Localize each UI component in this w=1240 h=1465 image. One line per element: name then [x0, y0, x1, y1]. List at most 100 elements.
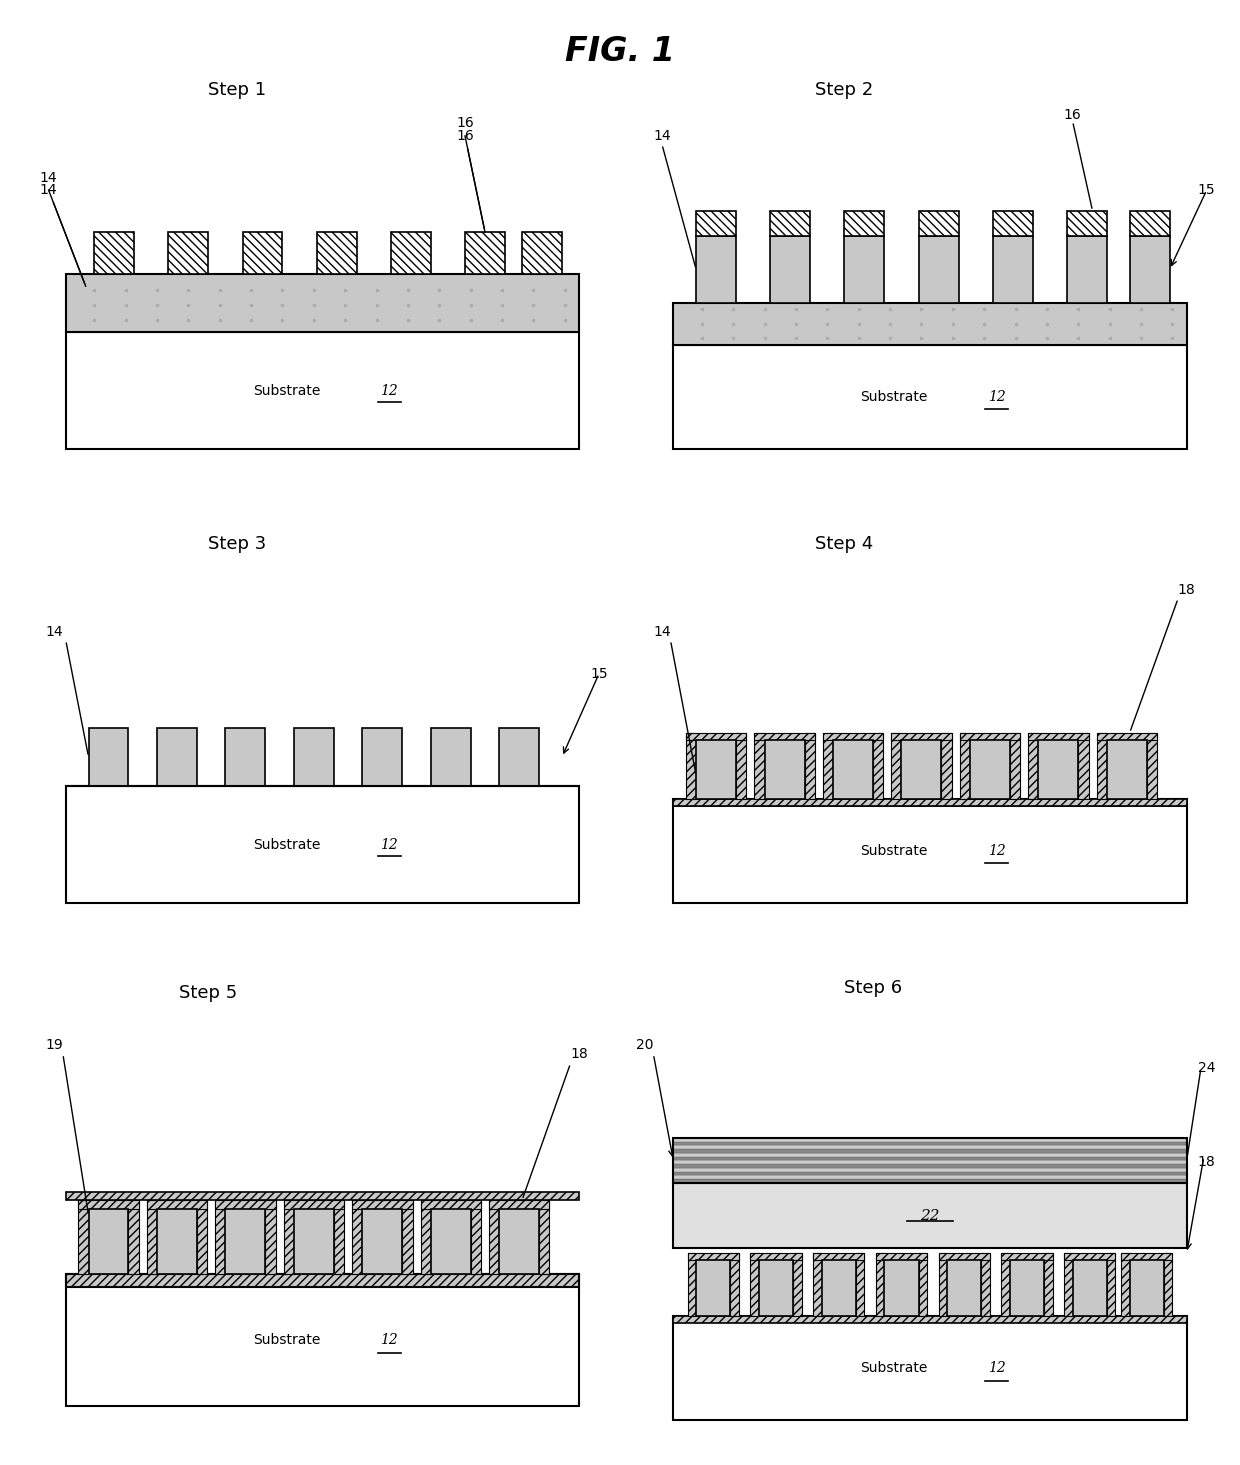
- Bar: [673, 1179, 1187, 1182]
- Bar: [146, 1200, 207, 1209]
- Bar: [146, 1200, 157, 1275]
- Bar: [823, 732, 883, 740]
- Bar: [993, 236, 1033, 303]
- Bar: [919, 1253, 928, 1317]
- Text: 14: 14: [40, 170, 57, 185]
- Bar: [1121, 1253, 1173, 1260]
- Bar: [471, 1200, 481, 1275]
- Text: 16: 16: [1064, 108, 1081, 122]
- Bar: [284, 1200, 294, 1275]
- Text: Step 6: Step 6: [844, 979, 901, 998]
- Bar: [1002, 1253, 1053, 1260]
- Text: 12: 12: [988, 1361, 1006, 1376]
- Bar: [391, 231, 430, 274]
- Bar: [522, 231, 562, 274]
- Bar: [919, 236, 959, 303]
- Text: 20: 20: [636, 1037, 653, 1052]
- Text: Substrate: Substrate: [861, 390, 928, 404]
- Bar: [465, 231, 505, 274]
- Bar: [169, 231, 208, 274]
- Text: Step 5: Step 5: [180, 984, 237, 1002]
- Bar: [362, 1209, 402, 1275]
- Bar: [489, 1200, 549, 1209]
- Bar: [129, 1200, 139, 1275]
- Bar: [686, 732, 696, 798]
- Bar: [673, 1149, 1187, 1153]
- Bar: [856, 1253, 864, 1317]
- Text: 18: 18: [1178, 583, 1195, 598]
- Bar: [673, 1153, 1187, 1156]
- Text: 12: 12: [381, 1333, 398, 1346]
- Bar: [939, 1253, 947, 1317]
- Bar: [673, 1146, 1187, 1149]
- Bar: [947, 1260, 981, 1317]
- Text: 12: 12: [381, 384, 398, 397]
- Bar: [673, 1317, 1187, 1323]
- Bar: [754, 732, 815, 740]
- Bar: [226, 728, 265, 787]
- Bar: [673, 1175, 1187, 1179]
- Bar: [1064, 1253, 1116, 1260]
- Text: 12: 12: [988, 844, 1006, 858]
- Bar: [352, 1200, 362, 1275]
- Text: 12: 12: [381, 838, 398, 851]
- Bar: [673, 303, 1187, 344]
- Bar: [66, 1275, 579, 1286]
- Bar: [66, 1275, 579, 1405]
- Bar: [673, 798, 1187, 902]
- Bar: [750, 1253, 759, 1317]
- Bar: [66, 787, 579, 902]
- Bar: [1073, 1260, 1107, 1317]
- Bar: [1064, 1253, 1073, 1317]
- Text: 14: 14: [46, 624, 63, 639]
- Bar: [901, 740, 941, 798]
- Bar: [892, 732, 951, 740]
- Bar: [770, 211, 810, 236]
- Bar: [1130, 211, 1169, 236]
- Bar: [730, 1253, 739, 1317]
- Bar: [500, 1209, 539, 1275]
- Bar: [334, 1200, 343, 1275]
- Bar: [430, 1209, 471, 1275]
- Bar: [759, 1260, 794, 1317]
- Bar: [157, 1209, 197, 1275]
- Bar: [737, 732, 746, 798]
- Text: 24: 24: [1198, 1061, 1215, 1075]
- Bar: [197, 1200, 207, 1275]
- Text: FIG. 1: FIG. 1: [565, 35, 675, 67]
- Bar: [673, 1182, 1187, 1248]
- Text: Step 1: Step 1: [208, 81, 265, 100]
- Bar: [993, 211, 1033, 236]
- Bar: [1130, 1260, 1164, 1317]
- Bar: [294, 1209, 334, 1275]
- Text: 14: 14: [653, 624, 671, 639]
- Bar: [875, 1253, 884, 1317]
- Bar: [1009, 1260, 1044, 1317]
- Text: 14: 14: [40, 183, 84, 284]
- Bar: [844, 236, 884, 303]
- Bar: [696, 740, 737, 798]
- Bar: [696, 211, 737, 236]
- Bar: [157, 728, 197, 787]
- Bar: [1121, 1253, 1130, 1317]
- Bar: [960, 732, 1021, 740]
- Bar: [823, 732, 833, 798]
- Bar: [754, 732, 765, 798]
- Bar: [94, 231, 134, 274]
- Bar: [673, 1138, 1187, 1141]
- Bar: [805, 732, 815, 798]
- Bar: [673, 1168, 1187, 1172]
- Bar: [66, 274, 579, 333]
- Bar: [750, 1253, 802, 1260]
- Bar: [500, 728, 539, 787]
- Bar: [78, 1200, 88, 1275]
- Bar: [673, 1156, 1187, 1160]
- Bar: [1079, 732, 1089, 798]
- Bar: [1107, 740, 1147, 798]
- Bar: [284, 1200, 343, 1209]
- Bar: [1130, 236, 1169, 303]
- Bar: [673, 1317, 1187, 1420]
- Bar: [1096, 732, 1107, 798]
- Bar: [1096, 732, 1157, 740]
- Bar: [941, 732, 951, 798]
